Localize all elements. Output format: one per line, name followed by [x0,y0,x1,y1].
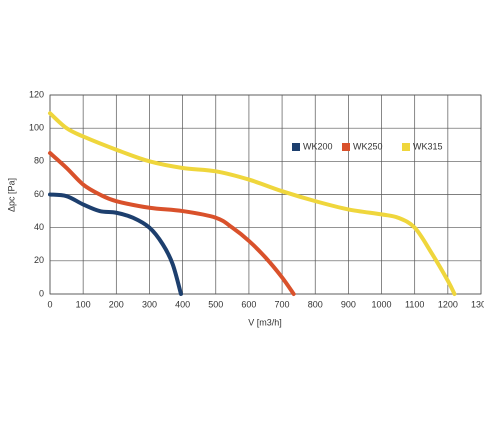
x-tick-label: 500 [208,299,223,309]
x-tick-label: 100 [76,299,91,309]
x-tick-label: 1000 [372,299,392,309]
y-tick-label: 60 [34,189,44,199]
x-tick-label: 1300 [471,299,484,309]
legend-label: WK250 [353,141,383,151]
x-tick-label: 0 [47,299,52,309]
x-axis-label: V [m3/h] [248,317,282,327]
line-series [48,192,183,296]
x-tick-label: 300 [142,299,157,309]
y-axis-label: Δpc [Pa] [6,178,16,212]
x-tick-label: 600 [241,299,256,309]
legend-swatch [402,143,410,151]
line-series [48,151,296,296]
x-tick-label: 1200 [438,299,458,309]
y-tick-label: 80 [34,156,44,166]
x-tick-label: 1100 [405,299,424,309]
y-tick-label: 20 [34,255,44,265]
x-tick-label: 400 [175,299,190,309]
x-tick-label: 800 [308,299,323,309]
x-tick-label: 900 [341,299,356,309]
legend-swatch [342,143,350,151]
legend-swatch [292,143,300,151]
legend-label: WK315 [413,141,443,151]
y-tick-label: 40 [34,222,44,232]
y-tick-label: 0 [39,288,44,298]
line-series [48,111,457,296]
y-tick-label: 100 [29,123,44,133]
x-tick-label: 200 [109,299,124,309]
legend-label: WK200 [303,141,333,151]
y-tick-label: 120 [29,89,44,99]
x-tick-label: 700 [275,299,290,309]
